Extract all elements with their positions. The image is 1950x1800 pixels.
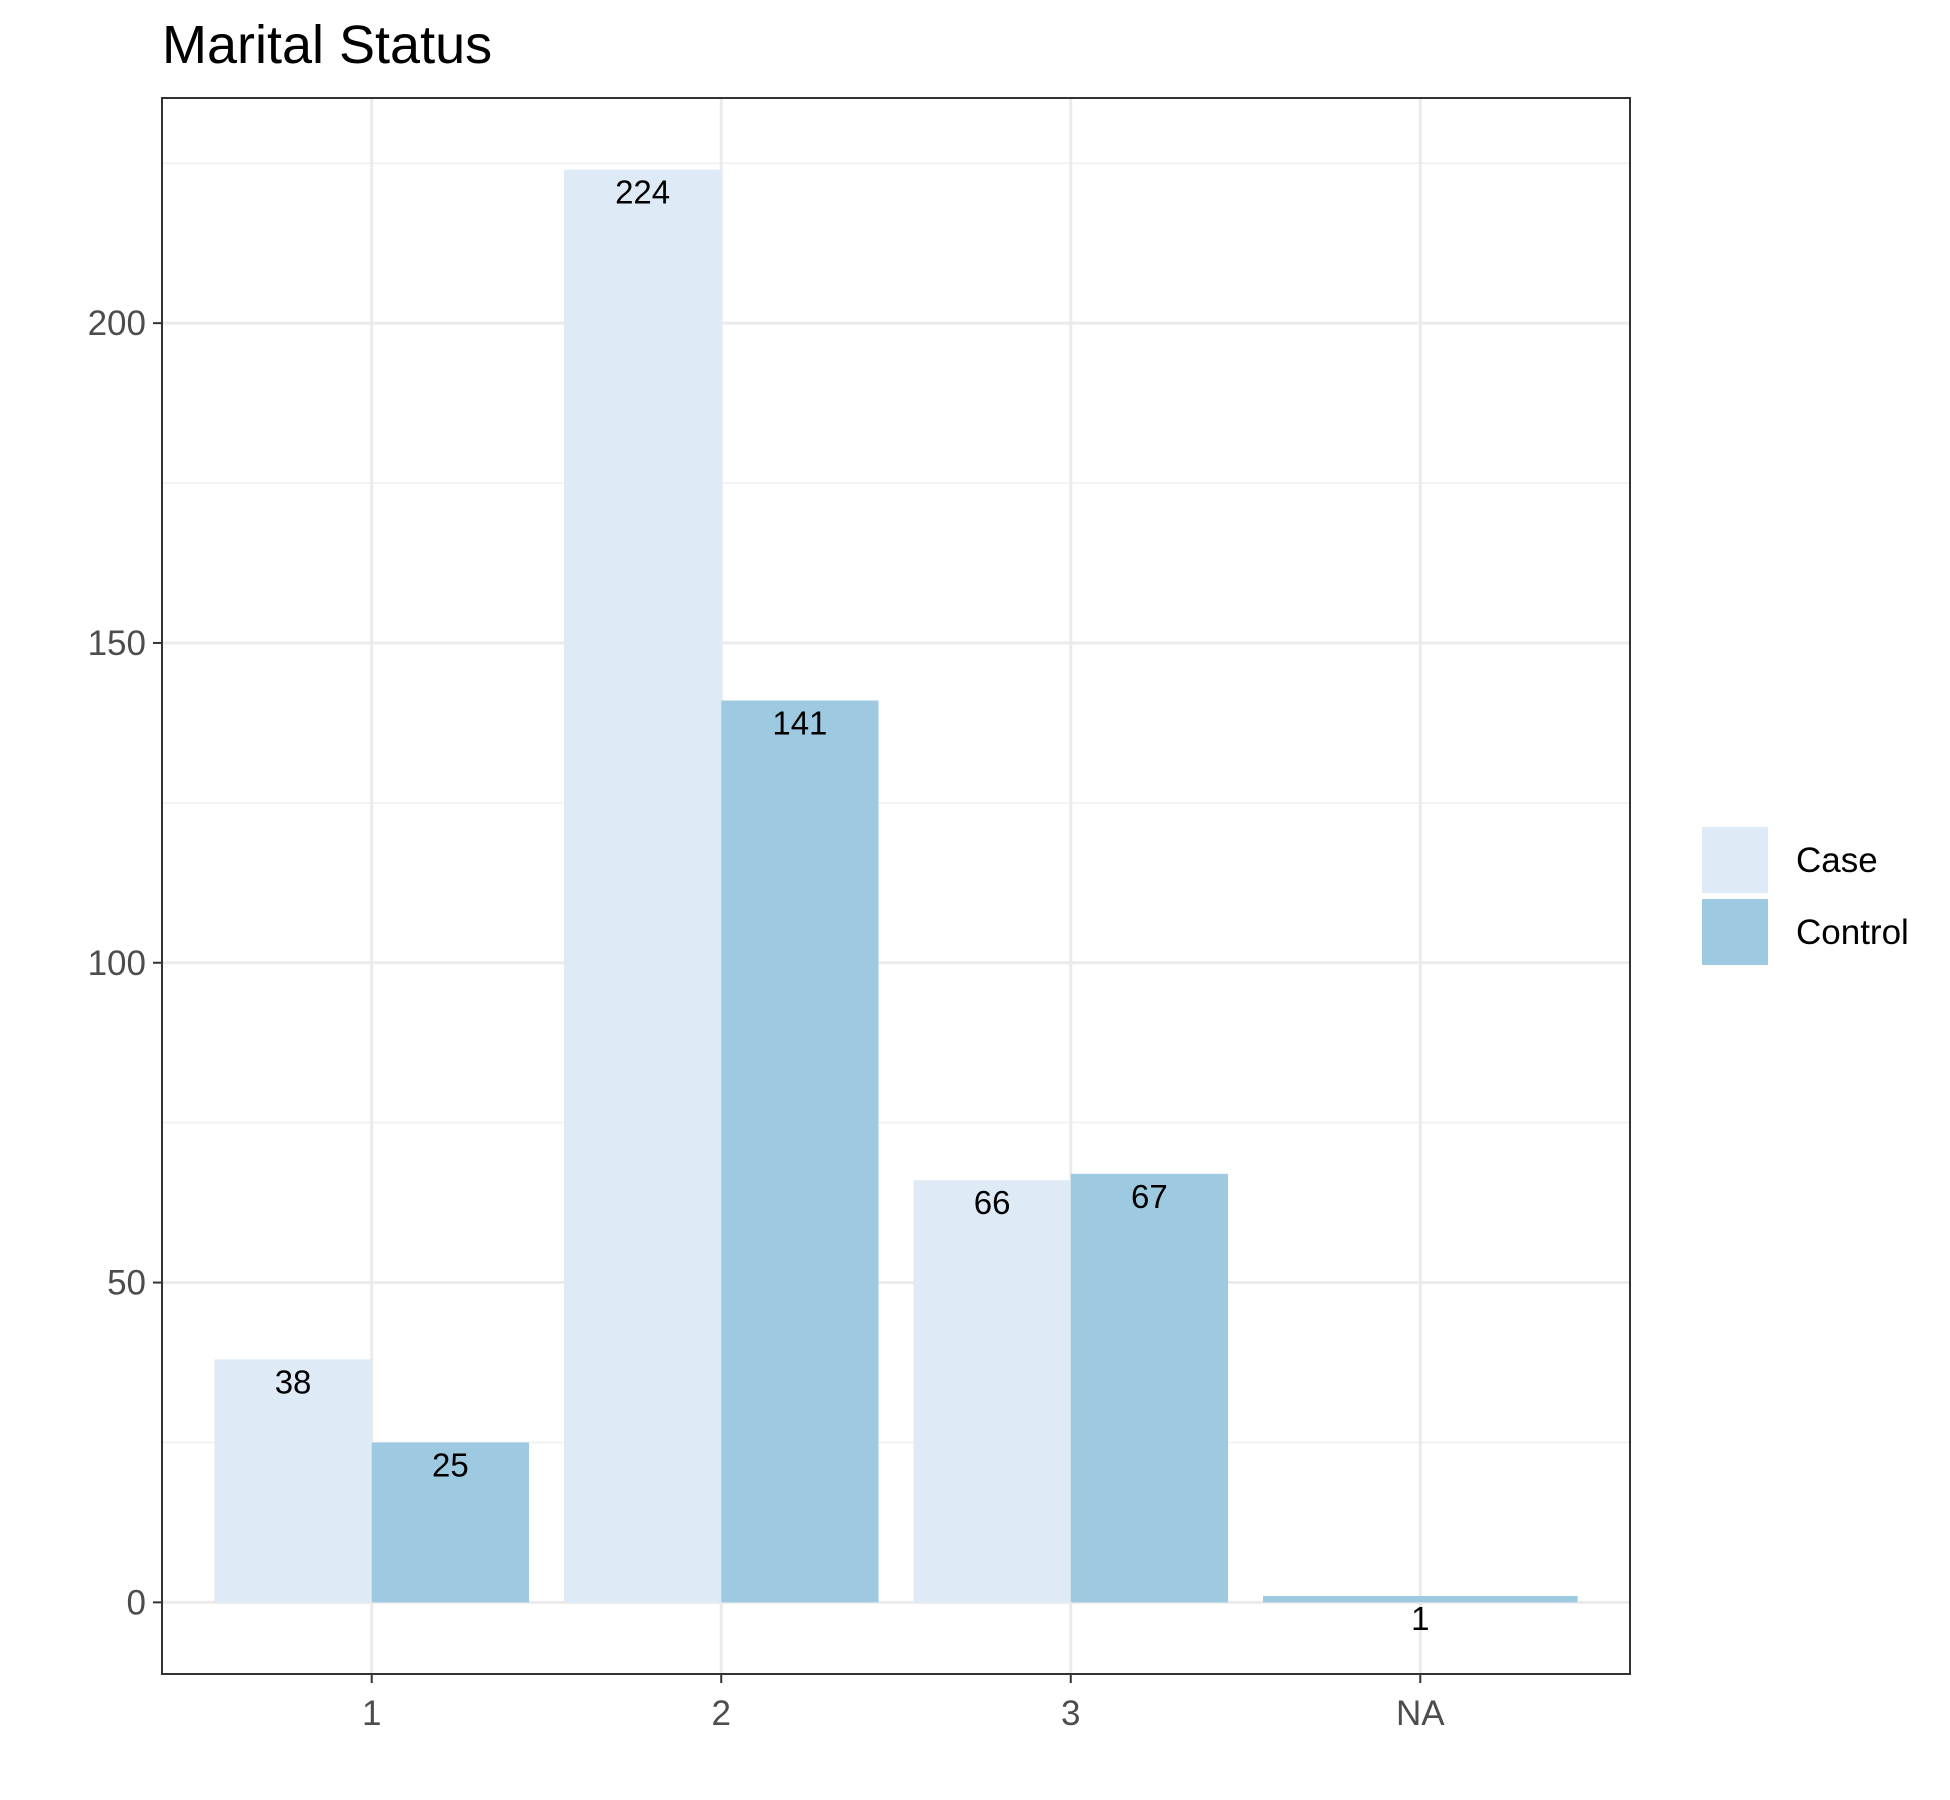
x-tick-label: 3 — [1061, 1694, 1080, 1733]
data-label-control-na: 1 — [1411, 1600, 1429, 1637]
data-labels: 38 25 224 141 66 67 1 — [275, 174, 1430, 1637]
x-tick-label: 1 — [362, 1694, 381, 1733]
legend: Case Control — [1702, 827, 1909, 965]
bars — [214, 169, 1578, 1603]
y-tick-label: 100 — [88, 944, 146, 983]
plot-border — [161, 97, 1631, 1675]
legend-key-case — [1702, 827, 1768, 893]
bar-control-na — [1263, 1595, 1578, 1603]
legend-key-control — [1702, 899, 1768, 965]
bar-control-1 — [371, 1442, 529, 1603]
plot-background — [162, 98, 1630, 1674]
x-tick-label: NA — [1396, 1694, 1445, 1733]
legend-label-case: Case — [1796, 841, 1878, 880]
data-label-case-3: 66 — [974, 1184, 1011, 1221]
chart-title: Marital Status — [162, 15, 492, 75]
bar-case-2 — [563, 169, 722, 1603]
data-label-case-1: 38 — [275, 1363, 312, 1400]
legend-label-control: Control — [1796, 913, 1909, 952]
data-label-control-3: 67 — [1131, 1178, 1168, 1215]
y-tick-label: 150 — [88, 624, 146, 663]
x-axis: 1 2 3 NA — [362, 1674, 1445, 1733]
data-label-control-1: 25 — [432, 1446, 469, 1483]
y-axis: 0 50 100 150 200 — [88, 304, 162, 1622]
x-tick-label: 2 — [712, 1694, 731, 1733]
bar-case-1 — [214, 1359, 372, 1603]
y-tick-label: 0 — [127, 1583, 146, 1622]
data-label-control-2: 141 — [772, 705, 827, 742]
bar-control-3 — [1070, 1173, 1229, 1603]
y-tick-label: 200 — [88, 304, 146, 343]
y-tick-label: 50 — [107, 1264, 146, 1303]
data-label-case-2: 224 — [615, 174, 670, 211]
bar-control-2 — [721, 700, 879, 1603]
bar-case-3 — [913, 1180, 1071, 1603]
